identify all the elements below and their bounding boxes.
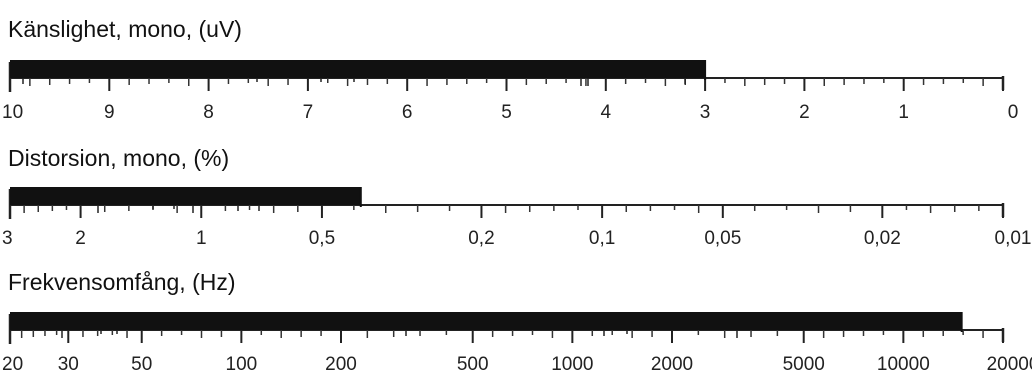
tick-label: 3 (700, 102, 711, 123)
scale-title: Distorsion, mono, (%) (8, 145, 229, 171)
tick-label: 6 (402, 102, 413, 123)
tick-label: 10 (2, 102, 23, 123)
rating-bar (10, 312, 962, 330)
distortion-scale: Distorsion, mono, (%) 3 2 1 0,5 0,2 0,1 0,05 0,… (2, 145, 1031, 249)
sensitivity-scale: Känslighet, mono, (uV) 10 9 8 7 6 5 4 3 2 1 0 (2, 16, 1018, 123)
tick-label: 1 (898, 102, 909, 123)
tick-label: 8 (203, 102, 214, 123)
tick-label: 200 (325, 354, 357, 375)
tick-label: 100 (226, 354, 258, 375)
tick-label: 20000 (987, 354, 1032, 375)
tick-label: 3 (2, 228, 13, 249)
scale-title: Känslighet, mono, (uV) (8, 16, 242, 42)
tick-label: 4 (601, 102, 612, 123)
tick-label: 5 (501, 102, 512, 123)
tick-label: 1000 (551, 354, 593, 375)
tick-label: 5000 (783, 354, 825, 375)
tick-label: 50 (131, 354, 152, 375)
scale-title: Frekvensomfång, (Hz) (8, 269, 236, 295)
tick-label: 0,02 (864, 228, 901, 249)
tick-label: 30 (58, 354, 79, 375)
tick-label: 0,5 (309, 228, 335, 249)
rating-bar (10, 187, 361, 205)
tick-label: 7 (303, 102, 314, 123)
tick-label: 500 (457, 354, 489, 375)
frequency-range-scale: Frekvensomfång, (Hz) 20 30 50 100 200 500 1000… (2, 269, 1032, 375)
tick-label: 20 (2, 354, 23, 375)
tick-label: 2 (799, 102, 810, 123)
tick-label: 0,01 (995, 228, 1032, 249)
tick-label: 0,1 (589, 228, 615, 249)
tick-label: 1 (196, 228, 207, 249)
tick-label: 9 (104, 102, 115, 123)
tick-label: 2 (75, 228, 86, 249)
tick-label: 2000 (651, 354, 693, 375)
tick-label: 0,05 (704, 228, 741, 249)
rating-bar (10, 60, 706, 78)
tick-label: 0 (1008, 102, 1019, 123)
tick-label: 10000 (877, 354, 930, 375)
tick-label: 0,2 (468, 228, 494, 249)
